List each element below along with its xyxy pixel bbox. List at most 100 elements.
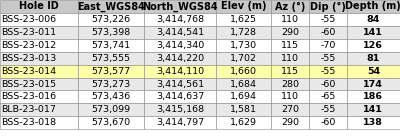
Text: Hole ID: Hole ID: [19, 2, 59, 11]
Text: 186: 186: [363, 92, 383, 101]
Text: 54: 54: [367, 67, 380, 76]
Bar: [347, 26, 400, 39]
Text: 115: 115: [281, 67, 299, 76]
Text: -55: -55: [320, 15, 336, 24]
Bar: [309, 13, 347, 26]
Bar: [0, 13, 78, 26]
Bar: [78, 13, 144, 26]
Bar: [78, 78, 144, 90]
Bar: [144, 116, 216, 129]
Text: 270: 270: [281, 105, 299, 114]
Bar: [309, 26, 347, 39]
Text: -65: -65: [320, 92, 336, 101]
Text: -70: -70: [320, 41, 336, 50]
Bar: [347, 116, 400, 129]
Bar: [271, 26, 309, 39]
Bar: [78, 103, 144, 116]
Text: North_WGS84: North_WGS84: [142, 1, 218, 12]
Text: -60: -60: [320, 80, 336, 89]
Text: 141: 141: [363, 28, 383, 37]
Text: 573,398: 573,398: [92, 28, 131, 37]
Bar: [347, 39, 400, 52]
Text: BSS-23-014: BSS-23-014: [2, 67, 57, 76]
Bar: [216, 103, 271, 116]
Text: 3,414,541: 3,414,541: [156, 28, 204, 37]
Text: 81: 81: [367, 54, 380, 63]
Bar: [309, 116, 347, 129]
Bar: [216, 26, 271, 39]
Text: 3,415,168: 3,415,168: [156, 105, 204, 114]
Bar: [347, 90, 400, 103]
Bar: [309, 90, 347, 103]
Bar: [0, 90, 78, 103]
Bar: [347, 0, 400, 13]
Bar: [0, 116, 78, 129]
Bar: [309, 52, 347, 65]
Text: 280: 280: [281, 80, 299, 89]
Bar: [216, 78, 271, 90]
Bar: [271, 103, 309, 116]
Bar: [309, 65, 347, 78]
Text: 115: 115: [281, 41, 299, 50]
Bar: [309, 103, 347, 116]
Text: 1,702: 1,702: [230, 54, 257, 63]
Bar: [347, 52, 400, 65]
Bar: [0, 52, 78, 65]
Text: 1,629: 1,629: [230, 118, 257, 127]
Text: 3,414,637: 3,414,637: [156, 92, 204, 101]
Bar: [144, 0, 216, 13]
Text: 3,414,768: 3,414,768: [156, 15, 204, 24]
Text: East_WGS84: East_WGS84: [77, 1, 145, 12]
Text: 573,741: 573,741: [92, 41, 131, 50]
Text: 573,555: 573,555: [92, 54, 131, 63]
Text: BSS-23-016: BSS-23-016: [2, 92, 57, 101]
Text: BSS-23-018: BSS-23-018: [2, 118, 57, 127]
Text: 141: 141: [363, 105, 383, 114]
Text: BSS-23-015: BSS-23-015: [2, 80, 57, 89]
Bar: [0, 26, 78, 39]
Bar: [144, 13, 216, 26]
Bar: [0, 0, 78, 13]
Text: 3,414,340: 3,414,340: [156, 41, 204, 50]
Text: Dip (°): Dip (°): [310, 1, 346, 12]
Text: 84: 84: [367, 15, 380, 24]
Bar: [144, 52, 216, 65]
Text: 1,684: 1,684: [230, 80, 257, 89]
Text: 110: 110: [281, 92, 299, 101]
Bar: [144, 78, 216, 90]
Bar: [271, 0, 309, 13]
Bar: [271, 39, 309, 52]
Bar: [144, 65, 216, 78]
Bar: [309, 0, 347, 13]
Bar: [347, 103, 400, 116]
Bar: [144, 26, 216, 39]
Text: -55: -55: [320, 67, 336, 76]
Text: 1,730: 1,730: [230, 41, 257, 50]
Text: 3,414,797: 3,414,797: [156, 118, 204, 127]
Text: 573,577: 573,577: [92, 67, 131, 76]
Text: 110: 110: [281, 54, 299, 63]
Bar: [271, 13, 309, 26]
Bar: [144, 90, 216, 103]
Bar: [216, 13, 271, 26]
Text: -60: -60: [320, 118, 336, 127]
Text: 1,660: 1,660: [230, 67, 257, 76]
Text: BLB-23-017: BLB-23-017: [2, 105, 56, 114]
Text: 573,226: 573,226: [92, 15, 131, 24]
Text: 573,273: 573,273: [92, 80, 131, 89]
Text: BSS-23-006: BSS-23-006: [2, 15, 57, 24]
Bar: [78, 39, 144, 52]
Bar: [216, 116, 271, 129]
Bar: [144, 103, 216, 116]
Bar: [144, 39, 216, 52]
Text: BSS-23-013: BSS-23-013: [2, 54, 57, 63]
Text: 1,728: 1,728: [230, 28, 257, 37]
Bar: [78, 116, 144, 129]
Text: 174: 174: [363, 80, 383, 89]
Bar: [0, 39, 78, 52]
Text: 573,436: 573,436: [92, 92, 131, 101]
Text: -55: -55: [320, 105, 336, 114]
Bar: [216, 39, 271, 52]
Text: 3,414,110: 3,414,110: [156, 67, 204, 76]
Bar: [78, 65, 144, 78]
